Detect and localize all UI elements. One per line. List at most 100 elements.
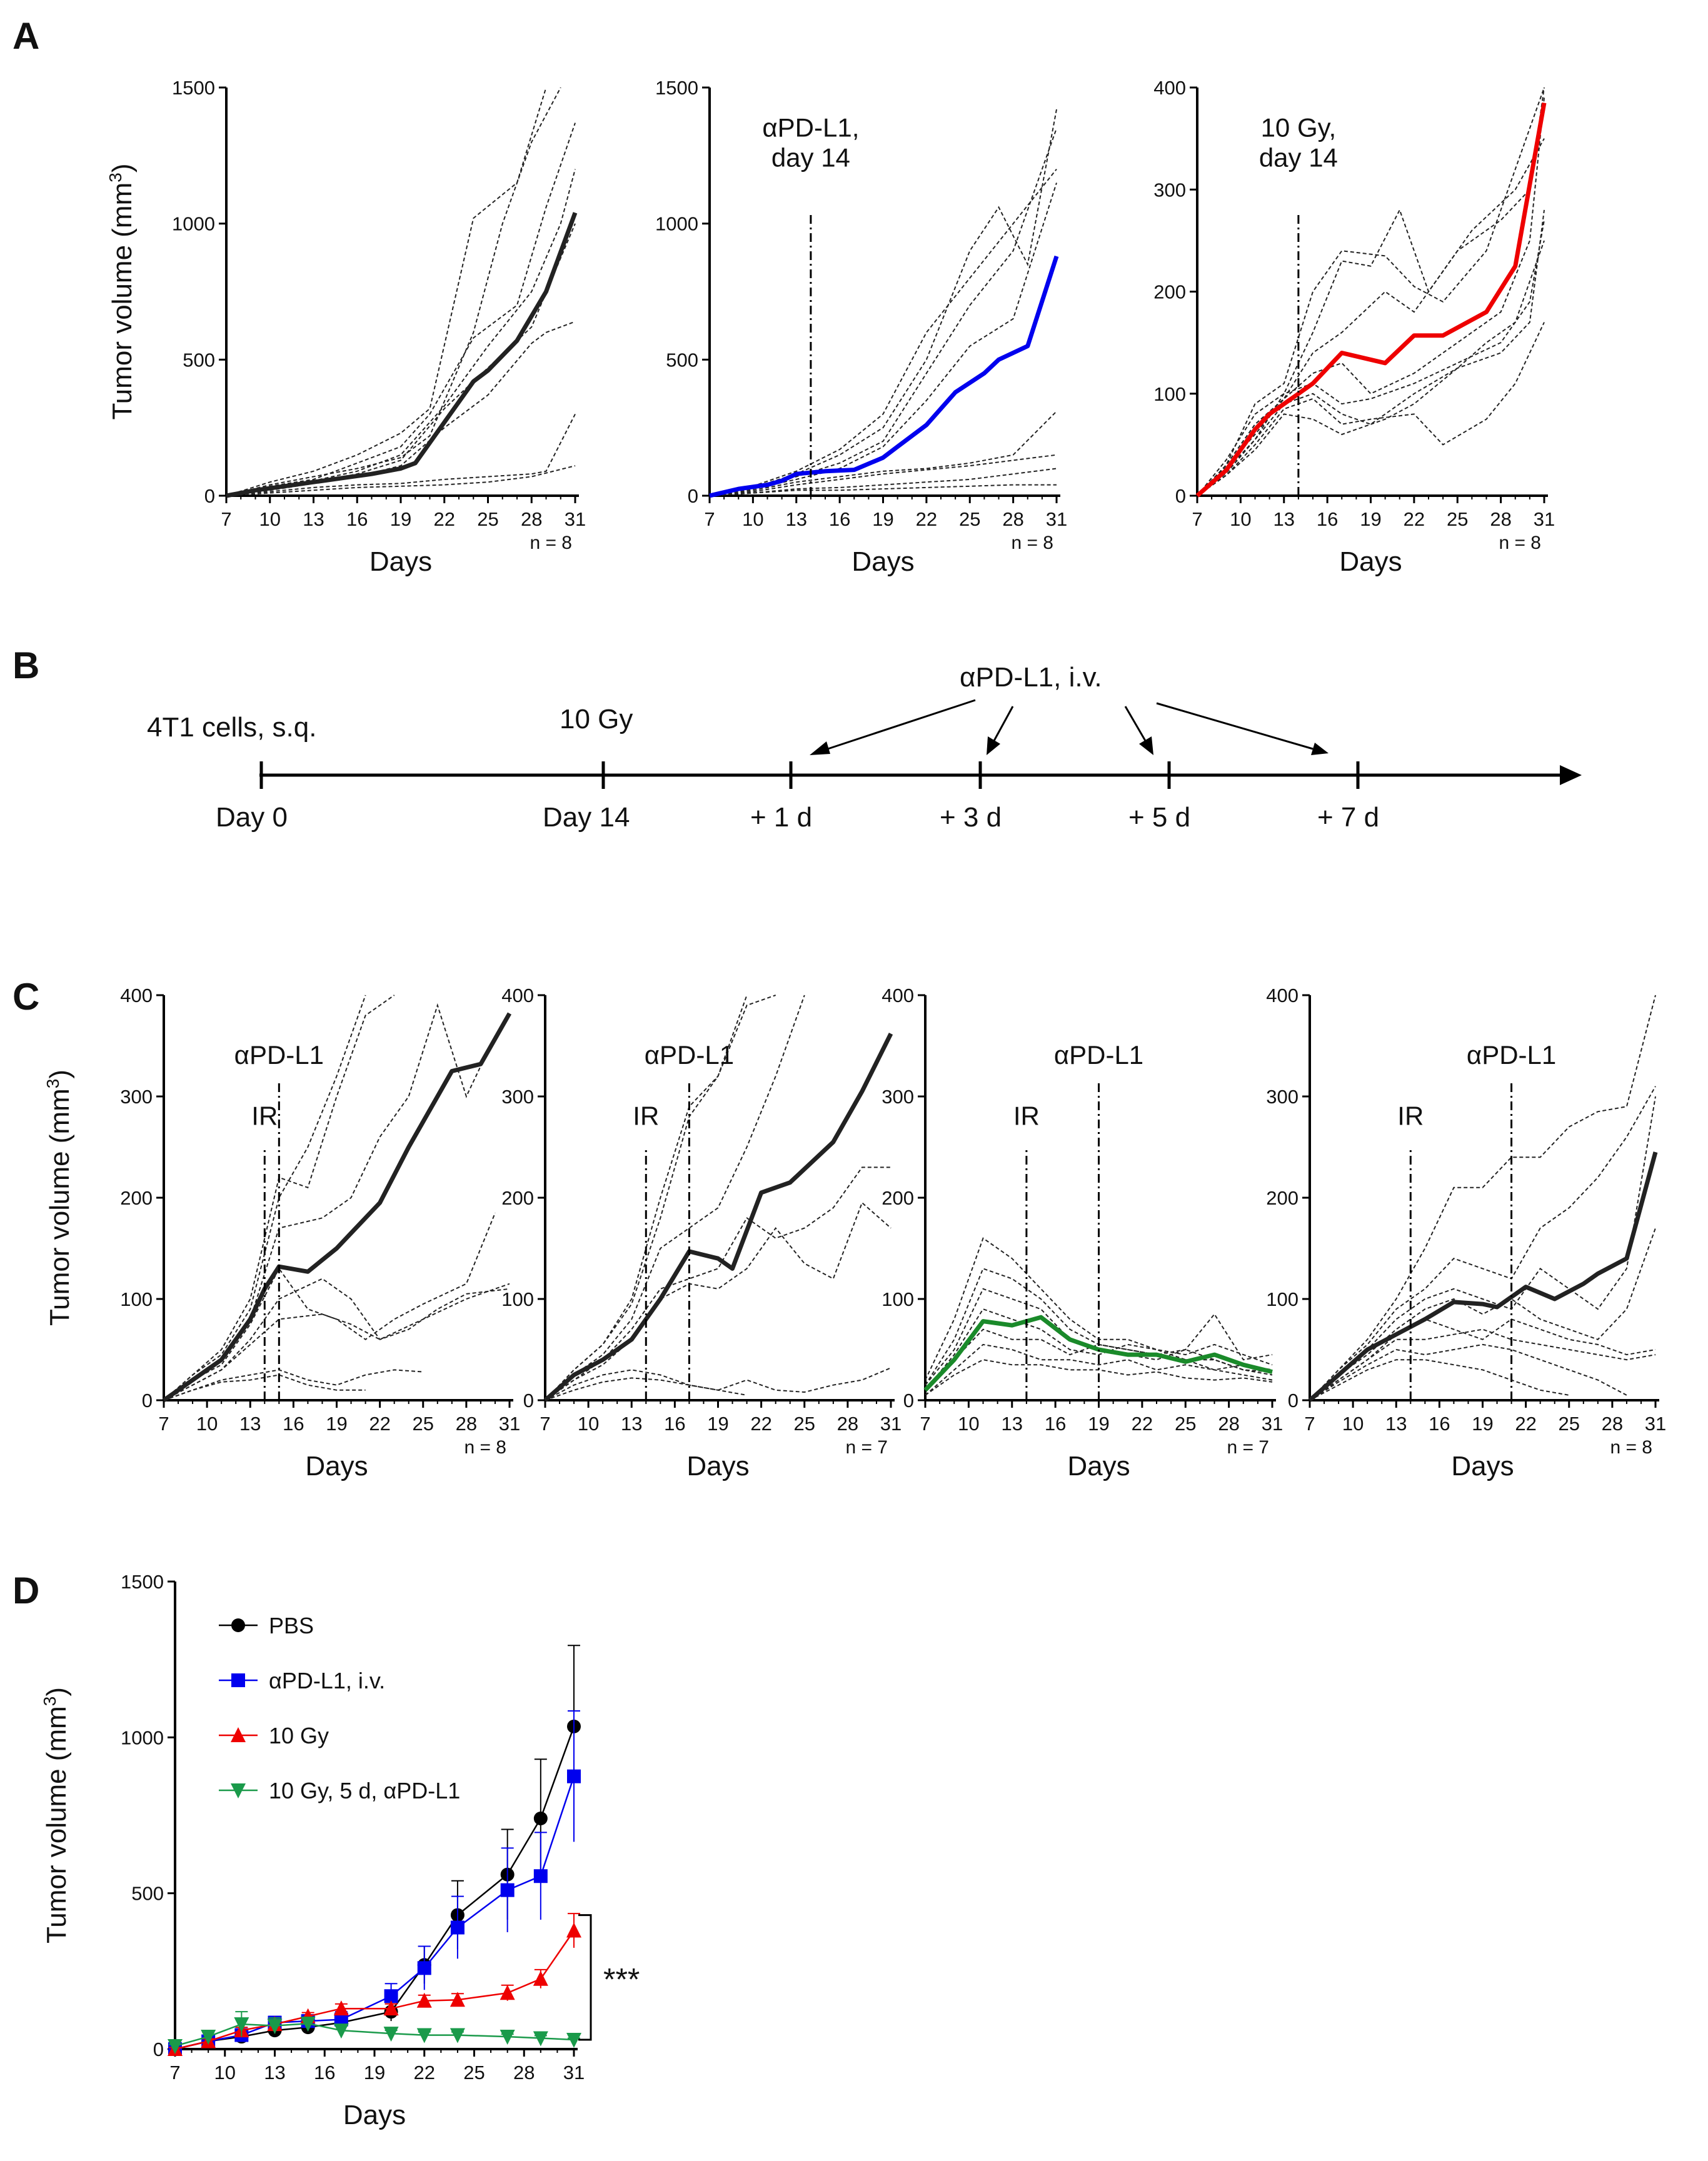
y-tick-label: 200 [120, 1187, 153, 1209]
x-tick-label: 19 [390, 508, 411, 530]
individual-mouse-line [226, 413, 576, 496]
x-axis-title: Days [686, 1451, 749, 1482]
individual-mouse-line [1197, 209, 1545, 496]
marker-triangle-down [234, 2017, 249, 2033]
x-tick-label: 10 [1230, 508, 1251, 530]
individual-mouse-line [1309, 1086, 1656, 1401]
x-tick-label: 16 [829, 508, 850, 530]
y-axis-title-sup: 3 [43, 1079, 63, 1089]
x-tick-label: 22 [1404, 508, 1425, 530]
x-tick-label: 7 [221, 508, 231, 530]
x-tick-label: 16 [664, 1413, 685, 1435]
x-axis-title: Days [369, 546, 432, 577]
x-tick-label: 16 [1045, 1413, 1066, 1435]
y-tick-label: 400 [120, 985, 153, 1006]
x-axis-title: Days [305, 1451, 368, 1482]
arrowhead-1d [810, 741, 830, 755]
x-tick-label: 10 [196, 1413, 218, 1435]
x-axis-title: Days [1339, 546, 1402, 577]
y-tick-label: 100 [501, 1288, 534, 1310]
individual-mouse-line [709, 183, 1057, 496]
timeline-label-cells: 4T1 cells, s.q. [147, 712, 316, 743]
marker-triangle-up [450, 1992, 465, 2007]
chart-a-apdl1: 7 10 13 16 19 22 25 28 31 0 500 1000 1500 Days n = 8 αP… [655, 77, 1067, 577]
individual-mouse-line [709, 468, 1057, 496]
individual-mouse-line [1309, 1359, 1569, 1401]
y-tick-label: 100 [120, 1288, 153, 1310]
x-tick-label: 22 [1515, 1413, 1536, 1435]
x-tick-label: 10 [958, 1413, 979, 1435]
x-tick-label: 22 [916, 508, 937, 530]
significance-label: *** [603, 1962, 640, 1997]
y-tick-label: 400 [1153, 77, 1186, 99]
individual-mouse-line [709, 128, 1057, 496]
y-axis-title-main: Tumor volume (mm [44, 1088, 75, 1326]
marker-square [384, 1989, 398, 2003]
y-axis-title-close: ) [41, 1687, 72, 1697]
timeline-point-7d: + 7 d [1317, 802, 1379, 833]
series-0 [168, 1645, 581, 2056]
marker-triangle-down [383, 2027, 399, 2042]
individual-mouse-line [226, 123, 576, 496]
y-tick-label: 200 [501, 1187, 534, 1209]
apdl1-label: αPD-L1 [1467, 1040, 1556, 1070]
x-tick-label: 19 [326, 1413, 347, 1435]
marker-triangle-down [300, 2017, 316, 2032]
x-tick-label: 25 [959, 508, 980, 530]
treatment-annotation: day 14 [1259, 143, 1338, 172]
marker-triangle-up [416, 1992, 432, 2008]
marker-triangle-up [333, 2000, 349, 2016]
x-tick-label: 13 [786, 508, 807, 530]
individual-mouse-line [226, 223, 576, 496]
marker-triangle-down [450, 2028, 465, 2043]
individual-mouse-line [709, 411, 1057, 496]
y-tick-label: 400 [1266, 985, 1299, 1006]
mean-line [162, 1012, 512, 1402]
panel-letter-d: D [13, 1570, 39, 1612]
x-tick-label: 28 [1002, 508, 1023, 530]
timeline-arrows [810, 699, 1329, 755]
x-tick-label: 7 [1304, 1413, 1315, 1435]
x-tick-label: 25 [1447, 508, 1468, 530]
individual-mouse-line [1197, 138, 1545, 496]
significance-bracket [578, 1914, 592, 2041]
x-tick-label: 31 [499, 1413, 520, 1435]
x-tick-label: 10 [214, 2062, 236, 2083]
timeline-point-5d: + 5 d [1128, 802, 1190, 833]
arrow-to-1d [823, 699, 976, 751]
individual-mouse-line [163, 1212, 496, 1401]
individual-mouse-line [925, 1359, 1273, 1396]
y-axis-title: Tumor volume (mm3) [40, 1687, 72, 1943]
ir-label: IR [251, 1101, 278, 1130]
marker-square [231, 1673, 245, 1687]
y-axis-title-sup: 3 [40, 1697, 59, 1707]
x-tick-label: 19 [1472, 1413, 1493, 1435]
y-axis-title: Tumor volume (mm3) [43, 1070, 75, 1326]
x-tick-label: 10 [578, 1413, 599, 1435]
x-tick-label: 7 [704, 508, 715, 530]
individual-mouse-line [925, 1308, 1273, 1391]
x-tick-label: 19 [1088, 1413, 1109, 1435]
y-tick-label: 1500 [172, 77, 215, 99]
marker-triangle-down [566, 2033, 581, 2048]
individual-mouse-line [545, 1377, 747, 1401]
x-tick-label: 19 [1360, 508, 1381, 530]
mean-line [226, 212, 578, 498]
treatment-annotation: day 14 [771, 143, 850, 172]
x-tick-label: 16 [314, 2062, 335, 2083]
timeline-point-3d: + 3 d [940, 802, 1002, 833]
x-tick-label: 19 [872, 508, 893, 530]
ir-label: IR [633, 1101, 659, 1130]
ir-label: IR [1013, 1101, 1040, 1130]
individual-mouse-line [1309, 1343, 1627, 1401]
individual-mouse-line [1197, 220, 1545, 496]
marker-circle [533, 1811, 548, 1825]
timeline-arrowhead [1560, 765, 1582, 785]
y-tick-label: 300 [1153, 179, 1186, 201]
arrow-to-5d [1124, 706, 1147, 741]
arrowhead-3d [987, 736, 1000, 755]
y-tick-label: 1000 [172, 213, 215, 235]
individual-mouse-line [1197, 87, 1545, 496]
